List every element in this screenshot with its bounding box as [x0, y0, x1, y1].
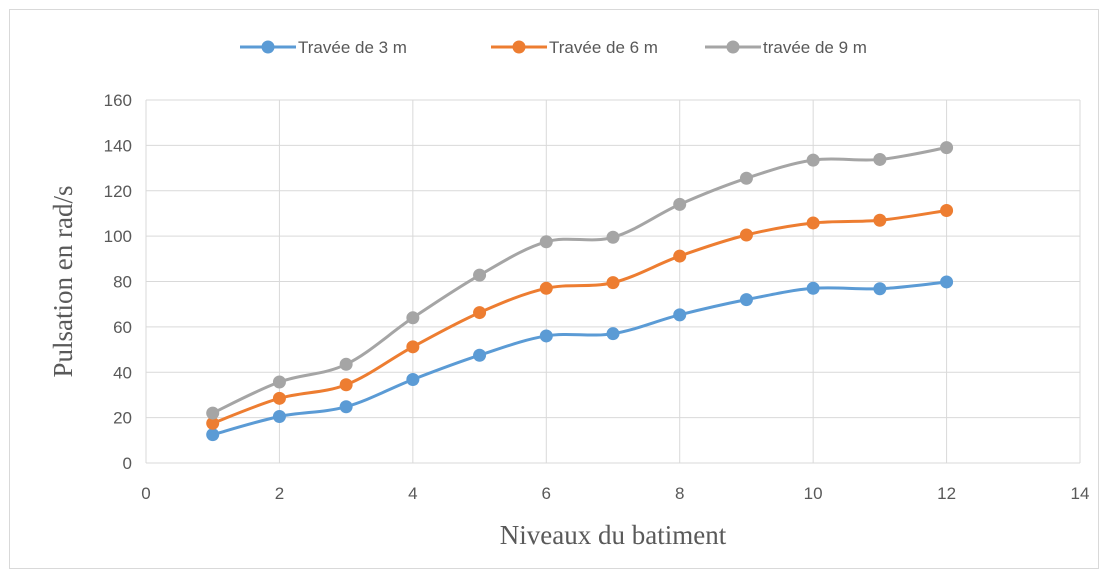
data-point [940, 141, 954, 155]
chart-frame [9, 9, 1099, 569]
data-point [339, 357, 353, 371]
legend-marker [512, 40, 526, 54]
data-point [339, 400, 353, 414]
data-point [473, 306, 487, 320]
data-point [272, 375, 286, 389]
tick-labels: 0 20 40 60 80 100 120 140 160 0 2 4 6 8 10 12 14 [104, 91, 1090, 503]
gridlines [145, 99, 1081, 464]
x-tick-label: 6 [542, 484, 551, 503]
y-tick-label: 0 [123, 454, 132, 473]
data-point [940, 203, 954, 217]
x-tick-label: 8 [675, 484, 684, 503]
data-point [673, 197, 687, 211]
y-tick-label: 60 [113, 318, 132, 337]
data-point [873, 152, 887, 166]
y-tick-label: 20 [113, 409, 132, 428]
data-point [673, 308, 687, 322]
data-point [406, 340, 420, 354]
x-tick-label: 14 [1071, 484, 1090, 503]
y-tick-label: 140 [104, 136, 132, 155]
data-point [272, 391, 286, 405]
data-point [539, 235, 553, 249]
data-point [539, 281, 553, 295]
y-tick-label: 40 [113, 363, 132, 382]
series-line [212, 209, 947, 425]
data-point [473, 268, 487, 282]
legend-marker [726, 40, 740, 54]
legend-item: travée de 9 m [705, 38, 867, 57]
series-2 [206, 203, 954, 430]
legend-item: Travée de 3 m [240, 38, 407, 57]
series-line [212, 146, 947, 415]
legend-item: Travée de 6 m [491, 38, 658, 57]
data-point [473, 348, 487, 362]
series-3 [206, 141, 954, 420]
data-point [673, 249, 687, 263]
data-point [206, 416, 220, 430]
series-1 [206, 275, 954, 442]
legend-label: Travée de 6 m [549, 38, 658, 57]
data-point [539, 329, 553, 343]
data-point [806, 153, 820, 167]
data-point [406, 311, 420, 325]
data-point [606, 327, 620, 341]
y-axis-title: Pulsation en rad/s [48, 186, 78, 378]
y-tick-label: 160 [104, 91, 132, 110]
data-point [940, 275, 954, 289]
data-point [272, 409, 286, 423]
legend-label: travée de 9 m [763, 38, 867, 57]
data-point [739, 228, 753, 242]
data-point [206, 406, 220, 420]
x-tick-label: 12 [937, 484, 956, 503]
data-point [806, 281, 820, 295]
legend-marker [261, 40, 275, 54]
y-tick-label: 120 [104, 182, 132, 201]
data-point [339, 378, 353, 392]
x-tick-label: 0 [141, 484, 150, 503]
legend: Travée de 3 m Travée de 6 m travée de 9 m [240, 38, 867, 57]
x-tick-label: 4 [408, 484, 417, 503]
data-point [806, 216, 820, 230]
x-tick-label: 2 [275, 484, 284, 503]
data-point [873, 282, 887, 296]
x-axis-title: Niveaux du batiment [500, 520, 727, 550]
data-point [873, 213, 887, 227]
series-line [212, 280, 947, 437]
data-point [606, 276, 620, 290]
y-tick-label: 80 [113, 273, 132, 292]
legend-label: Travée de 3 m [298, 38, 407, 57]
data-point [406, 373, 420, 387]
data-point [739, 171, 753, 185]
x-tick-label: 10 [804, 484, 823, 503]
series-layer [206, 141, 954, 442]
data-point [606, 230, 620, 244]
data-point [206, 428, 220, 442]
data-point [739, 293, 753, 307]
y-tick-label: 100 [104, 227, 132, 246]
